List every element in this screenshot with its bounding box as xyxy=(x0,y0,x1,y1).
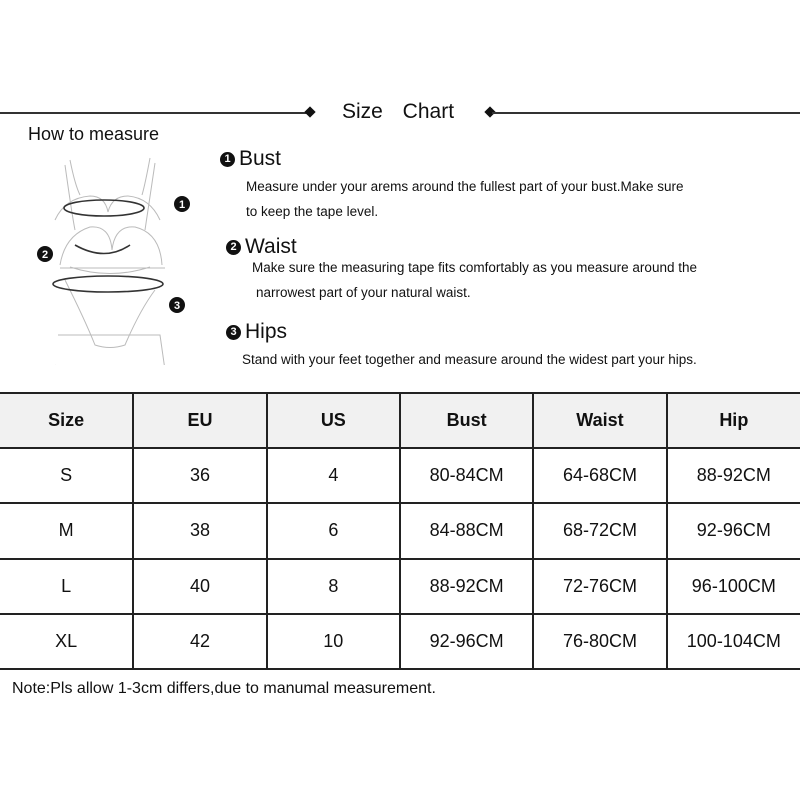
table-cell: 92-96CM xyxy=(398,612,535,671)
step-bust-heading: 1 Bust xyxy=(220,147,281,171)
table-cell: 96-100CM xyxy=(665,557,800,615)
table-cell: 64-68CM xyxy=(532,447,668,505)
title-rule-right xyxy=(492,112,800,114)
table-cell: 100-104CM xyxy=(665,612,800,671)
page-title: Size Chart xyxy=(342,100,455,123)
badge-2: 2 xyxy=(42,249,48,261)
note-text: Note:Pls allow 1-3cm differs,due to manu… xyxy=(12,680,436,697)
table-cell: 88-92CM xyxy=(398,557,535,615)
table-cell: S xyxy=(0,447,135,505)
table-cell: 6 xyxy=(265,502,401,560)
table-cell: 68-72CM xyxy=(532,502,668,560)
table-row: L 40 8 88-92CM 72-76CM 96-100CM xyxy=(0,557,800,615)
number-2-icon: 2 xyxy=(226,239,241,255)
diamond-icon xyxy=(304,106,316,118)
size-table: Size EU US Bust Waist Hip S 36 4 80-84CM 64-… xyxy=(0,391,800,671)
table-cell: XL xyxy=(0,612,135,671)
step-hips-description: Stand with your feet together and measur… xyxy=(242,347,697,372)
step-waist-description: Make sure the measuring tape fits comfor… xyxy=(252,255,697,305)
header-eu: EU xyxy=(132,391,268,450)
table-cell: 36 xyxy=(132,447,268,505)
table-cell: 42 xyxy=(132,612,268,671)
header-waist: Waist xyxy=(532,391,668,450)
table-cell: 4 xyxy=(265,447,401,505)
table-row: S 36 4 80-84CM 64-68CM 88-92CM xyxy=(0,447,800,505)
illustration-number-badges: 1 2 3 xyxy=(37,196,190,313)
table-cell: 38 xyxy=(132,502,268,560)
table-cell: 10 xyxy=(265,612,401,671)
table-cell: M xyxy=(0,502,135,560)
step-title: Bust xyxy=(239,147,282,170)
table-cell: 40 xyxy=(132,557,268,615)
table-row: XL 42 10 92-96CM 76-80CM 100-104CM xyxy=(0,612,800,671)
step-waist-heading: 2 Waist xyxy=(226,235,297,259)
desc-line: Stand with your feet together and measur… xyxy=(242,352,697,367)
body-measure-illustration xyxy=(55,162,165,365)
step-bust-description: Measure under your arems around the full… xyxy=(246,174,683,224)
number-3-icon: 3 xyxy=(226,324,241,340)
table-cell: L xyxy=(0,557,135,615)
table-cell: 88-92CM xyxy=(665,447,800,505)
table-cell: 80-84CM xyxy=(398,447,535,505)
table-cell: 8 xyxy=(265,557,401,615)
step-title: Hips xyxy=(245,320,288,343)
header-size: Size xyxy=(0,391,135,450)
table-row: M 38 6 84-88CM 68-72CM 92-96CM xyxy=(0,502,800,560)
table-cell: 84-88CM xyxy=(398,502,535,560)
table-cell: 72-76CM xyxy=(532,557,668,615)
step-hips-heading: 3 Hips xyxy=(226,320,287,344)
step-title: Waist xyxy=(245,235,297,258)
header-us: US xyxy=(265,391,401,450)
how-to-measure-label: How to measure xyxy=(28,124,160,144)
title-rule-left xyxy=(0,112,310,114)
number-1-icon: 1 xyxy=(220,151,235,167)
desc-line: narrowest part of your natural waist. xyxy=(256,285,471,300)
desc-line: to keep the tape level. xyxy=(246,204,379,219)
table-cell: 76-80CM xyxy=(532,612,668,671)
badge-3: 3 xyxy=(174,300,180,312)
table-cell: 92-96CM xyxy=(665,502,800,560)
badge-1: 1 xyxy=(179,199,185,211)
header-bust: Bust xyxy=(398,391,535,450)
header-hip: Hip xyxy=(665,391,800,450)
tape-lines: 1 2 3 xyxy=(37,157,190,348)
desc-line: Measure under your arems around the full… xyxy=(246,179,684,194)
table-header-row: Size EU US Bust Waist Hip xyxy=(0,391,800,450)
desc-line: Make sure the measuring tape fits comfor… xyxy=(252,260,697,275)
